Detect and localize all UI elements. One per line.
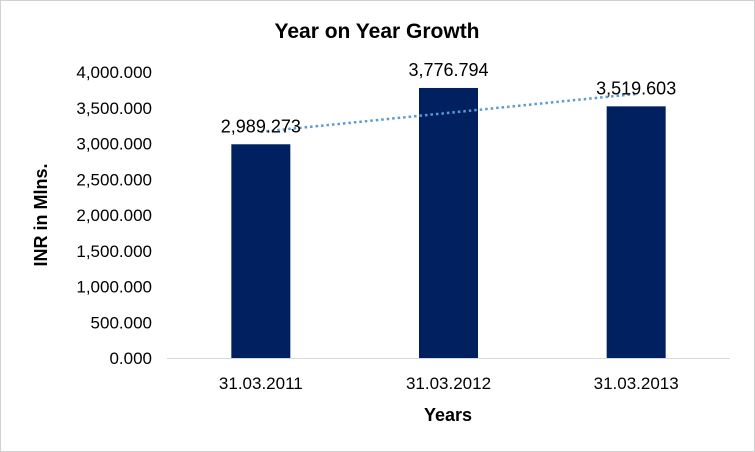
- y-tick-label: 2,000.000: [76, 206, 152, 225]
- y-tick-label: 3,000.000: [76, 135, 152, 154]
- bar: [231, 144, 291, 358]
- x-tick-label: 31.03.2013: [594, 374, 679, 393]
- y-axis-title: INR in Mlns.: [31, 164, 51, 267]
- x-axis-title: Years: [424, 405, 472, 425]
- y-tick-label: 2,500.000: [76, 170, 152, 189]
- x-tick-label: 31.03.2011: [219, 374, 303, 393]
- y-tick-label: 500.000: [91, 313, 152, 332]
- data-label: 3,519.603: [596, 78, 676, 98]
- y-tick-label: 1,500.000: [76, 242, 152, 261]
- y-tick-label: 1,000.000: [76, 278, 152, 297]
- chart-title: Year on Year Growth: [274, 20, 479, 43]
- y-tick-label: 4,000.000: [76, 63, 152, 82]
- trendline: [260, 92, 637, 134]
- y-tick-label: 0.000: [109, 349, 152, 368]
- y-tick-label: 3,500.000: [76, 99, 152, 118]
- bar: [606, 106, 666, 358]
- x-tick-label: 31.03.2012: [406, 374, 491, 393]
- data-label: 3,776.794: [408, 60, 488, 80]
- data-label: 2,989.273: [221, 116, 301, 136]
- bar: [419, 87, 478, 358]
